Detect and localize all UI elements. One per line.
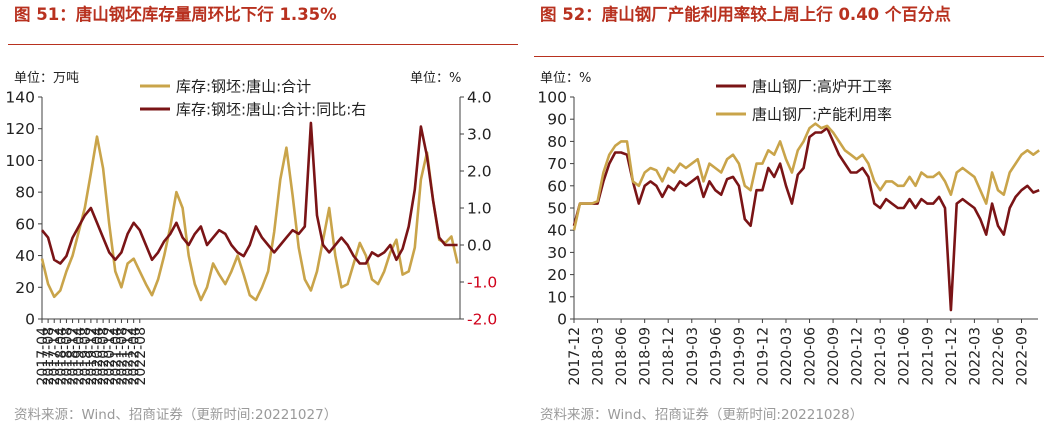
right-y-tick-label: 70 xyxy=(547,155,567,173)
left-x-tick-label: 2019-04 xyxy=(72,327,88,386)
right-title-rule xyxy=(534,56,1044,57)
right-x-tick-label: 2018-03 xyxy=(591,327,607,386)
left-series-line-2 xyxy=(40,121,458,265)
right-y-tick-label: 40 xyxy=(547,222,567,240)
right-y-tick-label: 60 xyxy=(547,177,567,195)
left-x-tick-label: 2020-08 xyxy=(96,327,112,386)
right-y-tick-label: 0 xyxy=(557,311,567,329)
right-x-tick-label: 2022-03 xyxy=(967,327,983,386)
right-x-tick-label: 2019-03 xyxy=(685,327,701,386)
left-x-tick-label: 2019-08 xyxy=(78,327,94,386)
left-y2-tick-label: 3.0 xyxy=(467,126,492,144)
left-legend-label: 库存:钢坯:唐山:合计 xyxy=(176,78,311,96)
left-source-note: 资料来源：Wind、招商证券（更新时间:20221027） xyxy=(14,407,338,423)
right-y-tick-label: 100 xyxy=(537,89,567,107)
right-y-tick-label: 80 xyxy=(547,133,567,151)
left-chart-panel: 图 51：唐山钢坯库存量周环比下行 1.35% 单位：万吨 单位：% 0 20 40 60… xyxy=(0,0,525,426)
left-x-tick-label: 2020-12 xyxy=(102,327,118,386)
right-x-tick-label: 2020-03 xyxy=(779,327,795,386)
right-x-tick-label: 2021-06 xyxy=(897,327,913,386)
left-chart-title: 图 51：唐山钢坯库存量周环比下行 1.35% xyxy=(14,5,337,24)
right-x-tick-label: 2018-06 xyxy=(614,327,630,386)
right-y-tick-label: 10 xyxy=(547,288,567,306)
right-source-note: 资料来源：Wind、招商证券（更新时间:20221028） xyxy=(540,407,864,423)
right-x-tick-label: 2019-06 xyxy=(708,327,724,386)
right-y-unit-label: 单位：% xyxy=(540,71,591,86)
left-x-tick-label: 2022-08 xyxy=(133,327,149,386)
left-y2-tick-label: -1.0 xyxy=(467,274,497,292)
right-y-tick-label: 20 xyxy=(547,266,567,284)
left-y2-tick-label: -2.0 xyxy=(467,311,497,329)
right-x-tick-label: 2020-09 xyxy=(826,327,842,386)
right-x-tick-label: 2020-12 xyxy=(850,327,866,386)
left-series-line-1 xyxy=(40,135,459,302)
right-x-tick-label: 2021-03 xyxy=(873,327,889,386)
left-x-tick-label: 2021-12 xyxy=(121,327,137,386)
right-x-tick-label: 2017-12 xyxy=(567,327,583,386)
left-y2-unit-label: 单位：% xyxy=(410,71,461,86)
right-chart-title: 图 52：唐山钢厂产能利用率较上周上行 0.40 个百分点 xyxy=(540,5,951,24)
left-y-tick-label: 140 xyxy=(5,89,35,107)
right-chart-panel: 图 52：唐山钢厂产能利用率较上周上行 0.40 个百分点 单位：% 0 10 20 3… xyxy=(526,0,1051,426)
right-y-tick-label: 30 xyxy=(547,244,567,262)
left-y-tick-label: 60 xyxy=(15,215,35,233)
right-legend-label: 唐山钢厂:高炉开工率 xyxy=(752,78,892,96)
right-x-tick-label: 2021-12 xyxy=(944,327,960,386)
left-y2-tick-label: 2.0 xyxy=(467,163,492,181)
right-x-tick-label: 2018-09 xyxy=(638,327,654,386)
left-y-tick-label: 100 xyxy=(5,152,35,170)
left-x-tick-label: 2021-08 xyxy=(114,327,130,386)
left-x-tick-label: 2018-04 xyxy=(53,327,69,386)
right-series-line-2 xyxy=(572,122,1040,231)
left-y-unit-label: 单位：万吨 xyxy=(14,71,79,86)
left-y-tick-label: 20 xyxy=(15,279,35,297)
left-x-tick-label: 2017-12 xyxy=(47,327,63,386)
left-x-tick-label: 2017-04 xyxy=(35,327,51,386)
right-x-tick-label: 2018-12 xyxy=(661,327,677,386)
right-x-tick-label: 2020-06 xyxy=(803,327,819,386)
left-y-tick-label: 0 xyxy=(25,311,35,329)
right-y-tick-label: 90 xyxy=(547,111,567,129)
left-title-rule xyxy=(8,44,518,45)
left-y-tick-label: 120 xyxy=(5,120,35,138)
left-y2-tick-label: 4.0 xyxy=(467,89,492,107)
left-y-tick-label: 40 xyxy=(15,247,35,265)
left-x-tick-label: 2018-12 xyxy=(66,327,82,386)
right-legend-label: 唐山钢厂:产能利用率 xyxy=(752,106,892,124)
left-x-tick-label: 2019-12 xyxy=(84,327,100,386)
left-x-tick-label: 2022-04 xyxy=(127,327,143,386)
left-y2-tick-label: 1.0 xyxy=(467,200,492,218)
left-y2-tick-label: 0.0 xyxy=(467,237,492,255)
right-series-line-1 xyxy=(572,126,1040,312)
right-y-tick-label: 50 xyxy=(547,200,567,218)
left-y-tick-label: 80 xyxy=(15,184,35,202)
left-chart: 单位：万吨 单位：% 0 20 40 60 80 100 120 140 -2.0 -1.0 0.0 1.… xyxy=(5,71,497,386)
right-x-tick-label: 2019-12 xyxy=(755,327,771,386)
left-x-tick-label: 2018-08 xyxy=(59,327,75,386)
right-chart: 单位：% 0 10 20 30 40 50 60 70 80 90 100 2017-12 2018-03… xyxy=(537,71,1040,386)
left-legend-label: 库存:钢坯:唐山:合计:同比:右 xyxy=(176,101,366,119)
left-x-tick-label: 2020-04 xyxy=(90,327,106,386)
right-x-tick-label: 2019-09 xyxy=(732,327,748,386)
right-x-tick-label: 2021-09 xyxy=(920,327,936,386)
left-x-tick-label: 2017-08 xyxy=(41,327,57,386)
right-x-tick-label: 2022-09 xyxy=(1015,327,1031,386)
right-x-tick-label: 2022-06 xyxy=(991,327,1007,386)
left-x-tick-label: 2021-04 xyxy=(108,327,124,386)
